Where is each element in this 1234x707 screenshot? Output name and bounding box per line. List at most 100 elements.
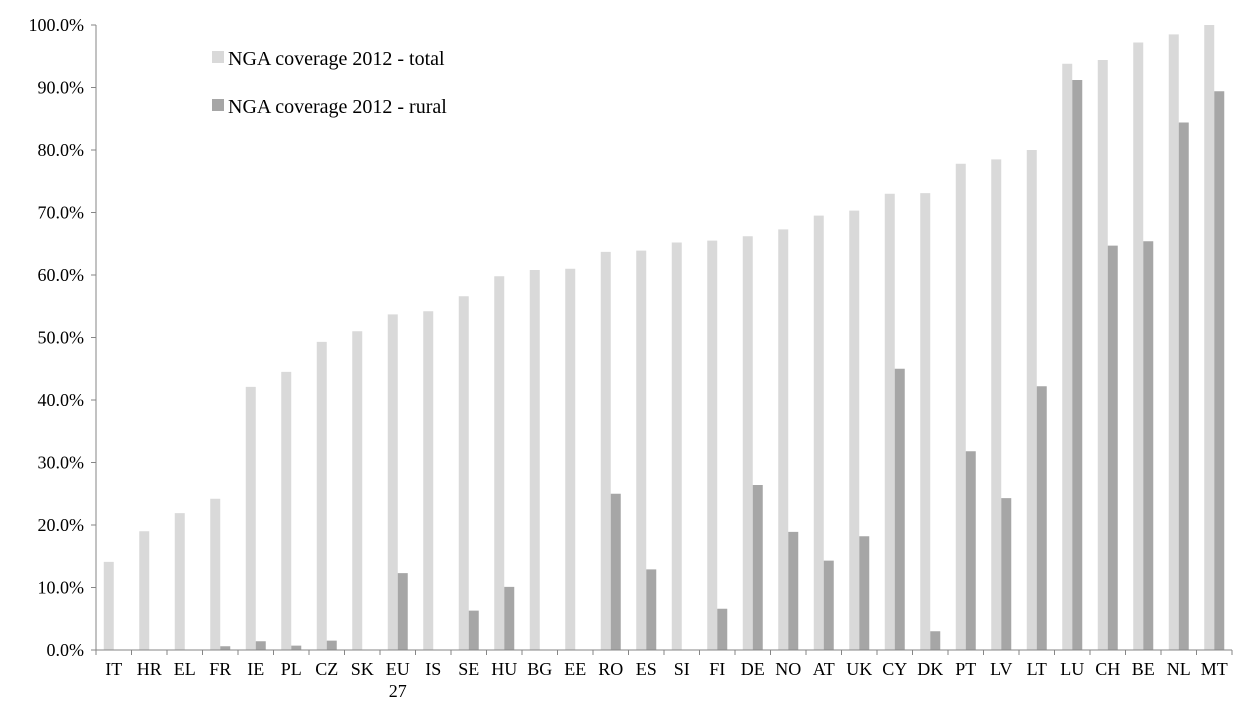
x-tick-label: EE: [564, 659, 586, 679]
x-tick-label: DE: [741, 659, 765, 679]
y-axis: 0.0% 10.0% 20.0% 30.0% 40.0% 50.0% 60.0% 70.0% 8…: [29, 15, 97, 660]
legend-label-total: NGA coverage 2012 - total: [228, 48, 445, 70]
x-tick-label: IE: [247, 659, 264, 679]
bar-rural-nl: [1178, 122, 1189, 650]
bar-total-lu: [1062, 63, 1073, 650]
bar-rural-ro: [610, 493, 621, 650]
y-tick-label: 10.0%: [38, 578, 85, 598]
bar-total-de: [742, 236, 753, 650]
bar-rural-fi: [717, 608, 728, 650]
legend-label-rural: NGA coverage 2012 - rural: [228, 96, 447, 118]
x-axis: IT HR EL FR IE PL CZ SK EU 27 IS SE HU BG EE RO ES SI FI DE…: [95, 649, 1233, 701]
bar-total-nl: [1168, 34, 1179, 650]
x-tick-label: SE: [458, 659, 479, 679]
bar-rural-pt: [965, 451, 976, 650]
x-tick-label: FI: [709, 659, 725, 679]
legend: NGA coverage 2012 - total NGA coverage 20…: [212, 48, 447, 118]
bar-total-bg: [529, 270, 540, 650]
x-tick-label: AT: [813, 659, 835, 679]
bar-total-pl: [281, 371, 292, 650]
x-tick-label: NL: [1167, 659, 1191, 679]
y-tick-label: 80.0%: [38, 140, 85, 160]
bar-total-ch: [1097, 60, 1108, 650]
y-tick-label: 90.0%: [38, 78, 85, 98]
bar-rural-es: [646, 569, 657, 650]
bar-rural-fr: [220, 646, 231, 650]
x-tick-label: PT: [955, 659, 976, 679]
legend-swatch-total: [212, 51, 224, 63]
y-tick-label: 60.0%: [38, 265, 85, 285]
bar-total-cy: [884, 193, 895, 650]
bar-rural-hu: [504, 586, 515, 650]
bar-rural-eu27: [397, 573, 408, 650]
x-tick-label: LV: [990, 659, 1012, 679]
bar-total-eu27: [387, 314, 398, 650]
x-tick-label: RO: [598, 659, 623, 679]
x-tick-label: FR: [209, 659, 231, 679]
bar-rural-ie: [255, 641, 266, 650]
y-tick-label: 100.0%: [29, 15, 85, 35]
bar-rural-at: [823, 560, 834, 650]
bar-total-fr: [210, 498, 221, 650]
y-tick-label: 20.0%: [38, 515, 85, 535]
legend-swatch-rural: [212, 99, 224, 111]
bar-total-es: [636, 250, 647, 650]
bar-total-fi: [707, 240, 718, 650]
x-tick-label: BE: [1132, 659, 1155, 679]
bar-total-lt: [1026, 150, 1037, 650]
bar-rural-se: [468, 610, 479, 650]
x-tick-label: EL: [174, 659, 196, 679]
x-tick-label: CH: [1095, 659, 1120, 679]
bar-rural-uk: [859, 536, 870, 650]
x-tick-label: SI: [674, 659, 690, 679]
x-tick-label: PL: [281, 659, 302, 679]
bar-rural-be: [1143, 241, 1154, 650]
bar-total-be: [1133, 42, 1144, 650]
bar-rural-lu: [1072, 80, 1083, 650]
x-tick-label: LT: [1027, 659, 1047, 679]
bar-rural-cy: [894, 368, 905, 650]
x-tick-label: HU: [491, 659, 517, 679]
y-tick-label: 0.0%: [47, 640, 85, 660]
y-tick-label: 30.0%: [38, 453, 85, 473]
bar-total-hu: [494, 276, 505, 650]
bar-total-hr: [139, 531, 150, 650]
y-tick-label: 70.0%: [38, 203, 85, 223]
x-tick-label: MT: [1201, 659, 1228, 679]
bar-total-it: [103, 561, 114, 650]
x-tick-label: ES: [636, 659, 657, 679]
bar-total-at: [813, 215, 824, 650]
bar-total-lv: [991, 159, 1002, 650]
x-tick-label: UK: [846, 659, 872, 679]
bar-total-ro: [600, 251, 611, 650]
bar-total-uk: [849, 210, 860, 650]
bar-total-mt: [1204, 25, 1215, 650]
x-tick-label: IS: [425, 659, 441, 679]
bar-rural-ch: [1107, 245, 1118, 650]
bar-total-is: [423, 311, 434, 650]
bar-total-ie: [245, 386, 256, 650]
x-tick-label: EU 27: [386, 659, 410, 701]
x-tick-label: BG: [527, 659, 552, 679]
bar-rural-dk: [930, 631, 941, 650]
bar-rural-lt: [1036, 386, 1047, 650]
bar-rural-lv: [1001, 498, 1012, 650]
y-tick-label: 40.0%: [38, 390, 85, 410]
x-tick-label: CY: [882, 659, 907, 679]
bar-rural-no: [788, 531, 799, 650]
bar-total-pt: [955, 163, 966, 650]
bar-rural-pl: [291, 645, 302, 650]
bar-total-sk: [352, 331, 363, 650]
bars: [103, 25, 1225, 650]
x-tick-label: DK: [917, 659, 943, 679]
bar-total-no: [778, 229, 789, 650]
bar-rural-cz: [326, 640, 337, 650]
x-tick-label: CZ: [315, 659, 338, 679]
bar-total-se: [458, 296, 469, 650]
y-tick-label: 50.0%: [38, 328, 85, 348]
bar-rural-mt: [1214, 91, 1225, 650]
x-tick-label: HR: [137, 659, 162, 679]
bar-total-si: [671, 242, 682, 650]
x-tick-label: NO: [775, 659, 801, 679]
